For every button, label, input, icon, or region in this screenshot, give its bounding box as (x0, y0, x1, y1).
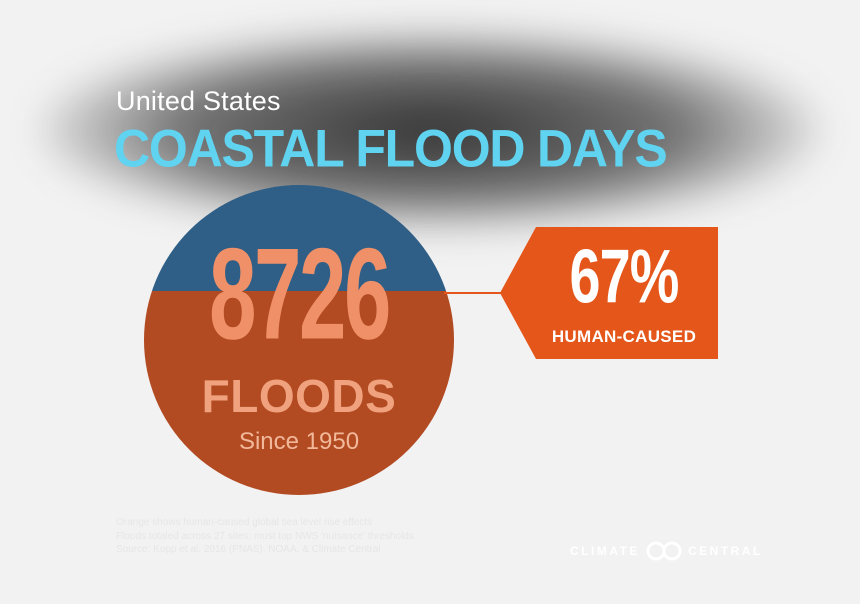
connector-line (444, 292, 518, 294)
floods-circle: 8726 FLOODS Since 1950 (144, 185, 454, 495)
since-label: Since 1950 (238, 428, 360, 455)
footnotes: Orange shows human-caused global sea lev… (116, 516, 414, 557)
floods-label: FLOODS (201, 370, 397, 422)
flood-count: 8726 (209, 222, 391, 368)
header-shadow-backdrop (40, 30, 820, 230)
brand-word-right: CENTRAL (687, 544, 763, 558)
brand-word-left: CLIMATE (570, 544, 640, 558)
badge-shape (500, 227, 718, 359)
brand: CLIMATE CENTRAL (570, 541, 763, 561)
human-caused-percent: 67% (569, 235, 680, 320)
header-subtitle: United States (116, 86, 281, 116)
footnote-line: Orange shows human-caused global sea lev… (116, 517, 373, 528)
header-title: COASTAL FLOOD DAYS (114, 119, 668, 178)
footnote-line: Source: Kopp et al. 2016 (PNAS), NOAA, &… (116, 544, 381, 555)
climate-central-logo-icon (646, 541, 682, 561)
footnote-line: Floods totaled across 27 sites; must top… (116, 530, 414, 542)
human-caused-label: HUMAN-CAUSED (551, 327, 697, 346)
